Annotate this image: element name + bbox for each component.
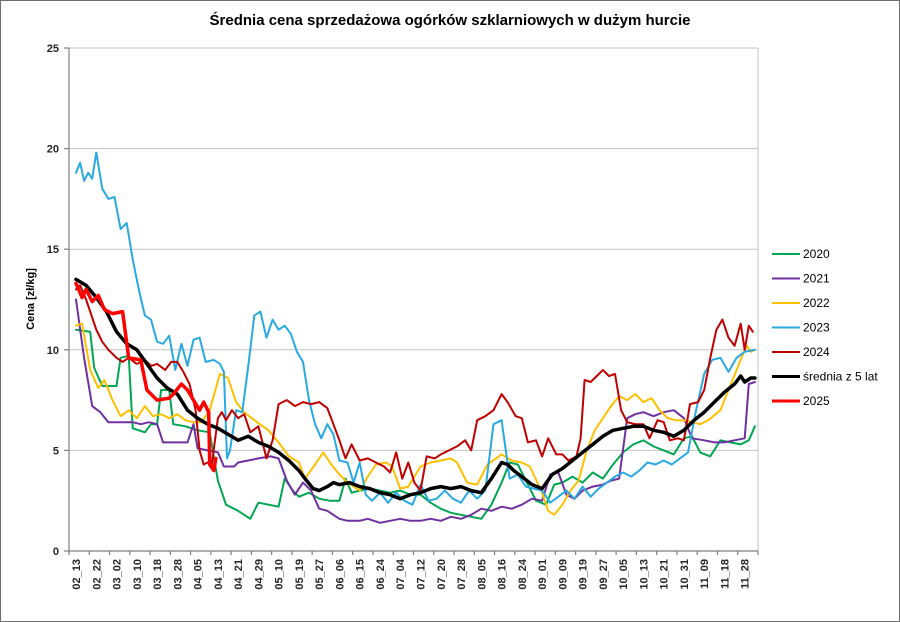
x-tick-label: 04_05 <box>193 559 205 590</box>
x-tick-label: 11_28 <box>740 559 752 589</box>
y-tick-label: 0 <box>53 546 59 558</box>
series-line-2020 <box>75 328 756 520</box>
x-tick-label: 03_18 <box>152 559 164 590</box>
legend-item-2021: 2021 <box>772 272 830 286</box>
x-tick-label: 11_18 <box>719 559 731 589</box>
x-tick-label: 06_15 <box>355 559 367 590</box>
x-tick-label: 09_09 <box>557 559 569 590</box>
legend-label: 2021 <box>803 272 830 286</box>
legend-label: 2020 <box>803 247 830 261</box>
series-line-2022 <box>75 322 756 516</box>
series-line-średnia-z-5-lat <box>74 277 757 501</box>
x-tick-label: 04_29 <box>253 559 265 590</box>
x-tick-label: 02_13 <box>71 559 83 590</box>
legend-label: 2025 <box>803 394 830 408</box>
x-tick-label: 05_19 <box>294 559 306 590</box>
legend-item-2023: 2023 <box>772 321 830 335</box>
x-tick-label: 07_28 <box>456 559 468 590</box>
legend-label: średnia z 5 lat <box>803 370 878 384</box>
legend-label: 2023 <box>803 321 830 335</box>
x-tick-label: 06_24 <box>375 558 387 589</box>
y-tick-label: 20 <box>47 144 59 156</box>
x-tick-label: 11_09 <box>699 559 711 589</box>
x-tick-label: 07_12 <box>416 559 428 590</box>
x-tick-label: 08_05 <box>476 559 488 590</box>
series-line-2023 <box>75 151 756 506</box>
x-tick-label: 02_22 <box>91 559 103 590</box>
x-tick-label: 10_13 <box>638 559 650 590</box>
x-tick-label: 09_19 <box>578 559 590 590</box>
legend-item-średnia-z-5-lat: średnia z 5 lat <box>772 370 878 384</box>
x-tick-label: 06_06 <box>334 559 346 590</box>
legend-item-2020: 2020 <box>772 247 830 261</box>
y-tick-label: 15 <box>47 244 59 256</box>
x-tick-label: 03_10 <box>132 559 144 590</box>
y-tick-label: 10 <box>47 345 59 357</box>
series-line-2024 <box>75 284 754 492</box>
chart-title: Średnia cena sprzedażowa ogórków szklarn… <box>209 12 691 29</box>
x-tick-label: 04_13 <box>213 559 225 590</box>
x-tick-label: 09_01 <box>537 559 549 590</box>
x-tick-label: 08_16 <box>497 559 509 590</box>
x-tick-label: 10_05 <box>618 559 630 590</box>
x-tick-label: 10_31 <box>679 559 691 590</box>
x-tick-label: 05_10 <box>274 559 286 590</box>
x-tick-label: 03_28 <box>172 559 184 590</box>
legend-label: 2022 <box>803 296 830 310</box>
y-tick-label: 5 <box>53 445 59 457</box>
x-tick-label: 04_21 <box>233 559 245 590</box>
x-tick-label: 09_27 <box>598 559 610 590</box>
series-line-2025 <box>74 281 211 414</box>
x-tick-label: 03_02 <box>112 559 124 590</box>
x-tick-label: 10_21 <box>659 559 671 590</box>
legend-item-2022: 2022 <box>772 296 830 310</box>
x-tick-label: 08_24 <box>517 558 529 589</box>
series-line-2025-gap-dip <box>206 410 218 473</box>
x-tick-label: 07_04 <box>395 558 407 589</box>
legend-item-2025: 2025 <box>772 394 830 408</box>
y-tick-label: 25 <box>47 43 59 55</box>
series-line-2021 <box>75 298 756 524</box>
x-tick-label: 05_27 <box>314 559 326 590</box>
legend-label: 2024 <box>803 345 830 359</box>
legend-item-2024: 2024 <box>772 345 830 359</box>
x-tick-label: 07_20 <box>436 559 448 590</box>
